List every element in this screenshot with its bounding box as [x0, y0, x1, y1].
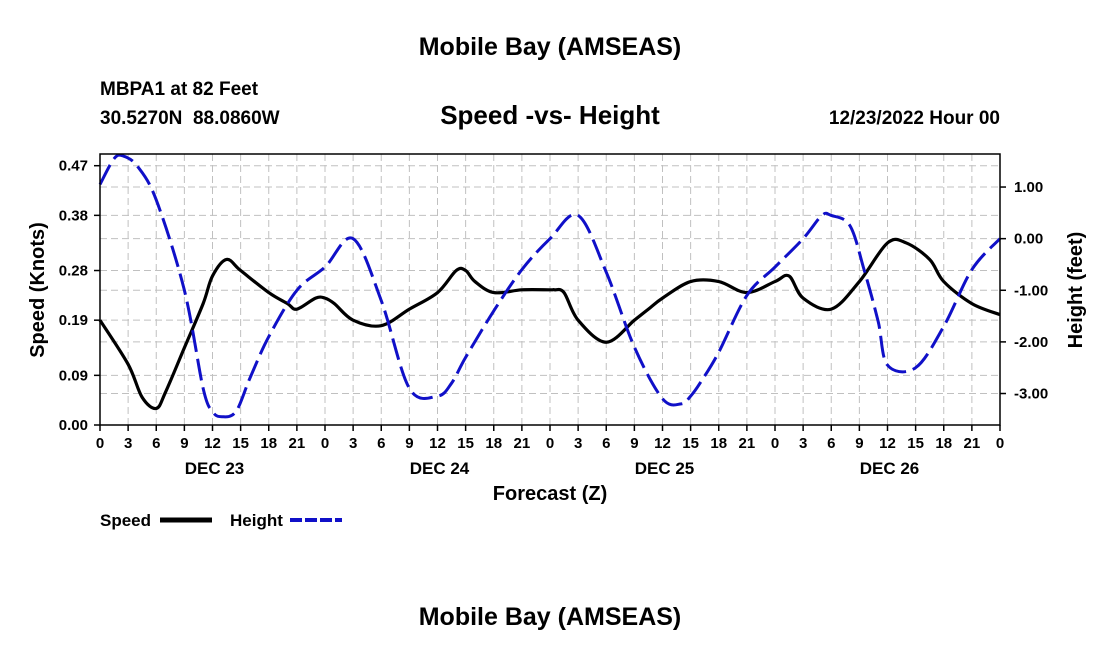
x-tick-label: 18 — [485, 435, 502, 452]
y-tick-label: 0.09 — [59, 367, 88, 384]
x-tick-label: 3 — [574, 435, 582, 452]
x-tick-label: 18 — [260, 435, 277, 452]
x-tick-label: 15 — [232, 435, 249, 452]
y-tick-label: 0.38 — [59, 207, 88, 224]
x-tick-label: 12 — [204, 435, 221, 452]
x-tick-label: 0 — [771, 435, 779, 452]
x-tick-label: 21 — [514, 435, 531, 452]
main-title: Mobile Bay (AMSEAS) — [419, 33, 682, 61]
footer-title: Mobile Bay (AMSEAS) — [419, 603, 682, 631]
speed-series-line — [98, 237, 1001, 411]
x-tick-label: 21 — [289, 435, 306, 452]
x-tick-label: 15 — [682, 435, 699, 452]
legend: Speed Height — [100, 511, 342, 530]
axes: 0 3 6 9 12 15 18 21 0 3 6 9 12 15 18 21 0 3 6 9 12 15 18 21 0 3 6 9… — [59, 158, 1048, 478]
forecast-datetime: 12/23/2022 Hour 00 — [829, 108, 1000, 129]
gridlines — [100, 154, 1000, 425]
x-tick-label: 9 — [630, 435, 638, 452]
y2-tick-label: -1.00 — [1014, 282, 1048, 299]
x-tick-label: 12 — [879, 435, 896, 452]
x-day-label: DEC 25 — [635, 459, 695, 478]
x-tick-label: 6 — [377, 435, 385, 452]
coordinates-label: 30.5270N 88.0860W — [100, 108, 280, 129]
x-tick-label: 21 — [739, 435, 756, 452]
y2-tick-label: -3.00 — [1014, 386, 1048, 403]
y2-tick-label: 0.00 — [1014, 231, 1043, 248]
x-tick-label: 6 — [152, 435, 160, 452]
x-tick-label: 0 — [546, 435, 554, 452]
y-axis-label: Speed (Knots) — [27, 222, 49, 358]
x-tick-label: 15 — [907, 435, 924, 452]
x-day-label: DEC 24 — [410, 459, 470, 478]
x-tick-label: 18 — [710, 435, 727, 452]
x-tick-label: 3 — [349, 435, 357, 452]
x-tick-label: 6 — [827, 435, 835, 452]
station-label: MBPA1 at 82 Feet — [100, 79, 259, 100]
x-tick-label: 12 — [429, 435, 446, 452]
legend-height-label: Height — [230, 511, 283, 530]
x-tick-label: 3 — [124, 435, 132, 452]
x-day-label: DEC 23 — [185, 459, 245, 478]
x-tick-label: 15 — [457, 435, 474, 452]
x-day-label: DEC 26 — [860, 459, 920, 478]
x-tick-label: 21 — [964, 435, 981, 452]
y2-axis-label: Height (feet) — [1065, 232, 1087, 349]
height-series-line — [98, 153, 1002, 419]
y2-tick-label: -2.00 — [1014, 334, 1048, 351]
chart-title: Speed -vs- Height — [440, 100, 660, 130]
x-tick-label: 0 — [96, 435, 104, 452]
x-tick-label: 9 — [855, 435, 863, 452]
series-lines — [98, 153, 1002, 419]
y-tick-label: 0.28 — [59, 263, 88, 280]
x-tick-label: 9 — [405, 435, 413, 452]
x-tick-label: 18 — [935, 435, 952, 452]
y-tick-label: 0.00 — [59, 417, 88, 434]
y2-tick-label: 1.00 — [1014, 179, 1043, 196]
legend-speed-label: Speed — [100, 511, 151, 530]
x-tick-label: 3 — [799, 435, 807, 452]
y-tick-label: 0.47 — [59, 158, 88, 175]
x-tick-label: 9 — [180, 435, 188, 452]
x-tick-label: 0 — [321, 435, 329, 452]
x-tick-label: 0 — [996, 435, 1004, 452]
x-tick-label: 6 — [602, 435, 610, 452]
y-tick-label: 0.19 — [59, 312, 88, 329]
x-tick-label: 12 — [654, 435, 671, 452]
x-axis-label: Forecast (Z) — [493, 483, 607, 505]
